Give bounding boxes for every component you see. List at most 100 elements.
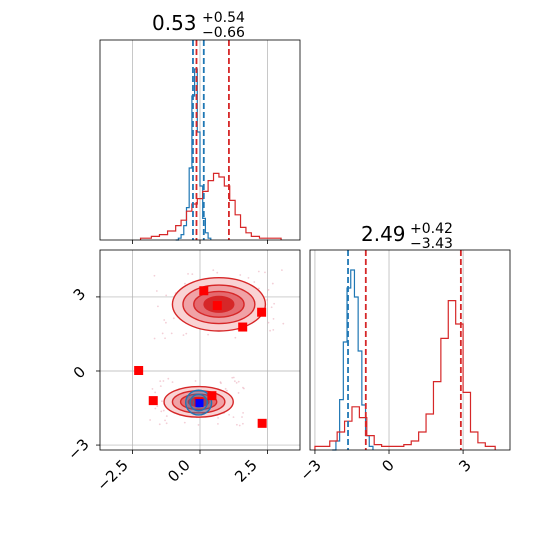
joint-sample-point — [165, 294, 168, 297]
joint-frame — [99, 249, 301, 451]
hist-y-series-1 — [314, 300, 496, 450]
red-marker-0 — [199, 286, 209, 296]
joint-sample-point — [253, 281, 256, 283]
blue-contour-1 — [189, 393, 208, 412]
joint-sample-point — [235, 381, 238, 384]
joint-density-panel — [96, 249, 301, 454]
joint-sample-point — [194, 380, 197, 382]
hist-x-series-1 — [139, 172, 282, 240]
joint-sample-point — [238, 424, 241, 427]
joint-sample-point — [257, 287, 260, 290]
title-x-lower: −0.66 — [202, 25, 245, 41]
joint-sample-point — [235, 423, 238, 426]
joint-sample-point — [266, 299, 269, 301]
joint-sample-point — [159, 385, 162, 387]
joint-sample-point — [154, 391, 157, 394]
title-y-value: 2.49 — [361, 222, 406, 246]
joint-sample-point — [241, 422, 244, 425]
joint-sample-point — [257, 270, 260, 273]
joint-sample-point — [273, 302, 276, 305]
joint-sample-point — [157, 305, 159, 308]
joint-sample-point — [165, 422, 168, 425]
joint-sample-point — [224, 387, 227, 390]
joint-sample-point — [247, 276, 250, 279]
joint-sample-point — [228, 413, 230, 416]
joint-sample-point — [170, 332, 173, 335]
joint-sample-point — [232, 376, 235, 379]
joint-sample-point — [191, 273, 194, 275]
title-x-value: 0.53 — [152, 11, 197, 35]
joint-sample-point — [197, 424, 200, 426]
joint-sample-point — [184, 282, 186, 285]
joint-sample-point — [272, 317, 275, 320]
joint-sample-point — [237, 380, 240, 383]
joint-sample-point — [187, 272, 189, 275]
joint-sample-point — [267, 289, 270, 291]
blue-marker-0 — [195, 399, 204, 408]
joint-sample-point — [182, 334, 185, 336]
y-tick-label-3: 3 — [70, 285, 89, 304]
joint-sample-point — [269, 329, 271, 332]
joint-sample-point — [272, 328, 275, 331]
x-tick-label-0.0: 0.0 — [164, 456, 194, 486]
joint-sample-point — [183, 421, 186, 424]
joint-sample-point — [164, 337, 166, 340]
hist-x-frame — [99, 39, 301, 241]
joint-sample-point — [271, 282, 274, 285]
x-tick-label-2.5: 2.5 — [231, 456, 261, 486]
joint-sample-point — [237, 392, 240, 394]
joint-sample-point — [233, 380, 236, 383]
joint-sample-point — [217, 422, 219, 425]
red-marker-7 — [257, 418, 267, 428]
joint-sample-point — [243, 387, 245, 390]
joint-sample-point — [163, 319, 166, 321]
hist-y-tick-label-neg3: −3 — [296, 456, 324, 484]
joint-sample-point — [242, 411, 244, 414]
red-marker-4 — [134, 365, 144, 375]
joint-sample-point — [161, 332, 164, 335]
joint-sample-point — [226, 389, 228, 392]
joint-sample-point — [212, 269, 215, 272]
joint-sample-point — [162, 380, 165, 382]
joint-sample-point — [234, 336, 237, 339]
joint-sample-point — [155, 290, 158, 292]
joint-sample-point — [219, 381, 222, 384]
joint-sample-point — [151, 388, 154, 390]
joint-sample-point — [154, 407, 157, 410]
histogram-panel-x — [99, 39, 301, 244]
joint-sample-point — [161, 400, 163, 403]
joint-sample-point — [153, 274, 156, 277]
joint-sample-point — [267, 321, 270, 324]
joint-sample-point — [172, 317, 175, 320]
joint-sample-point — [270, 306, 273, 309]
joint-sample-point — [159, 380, 162, 383]
joint-sample-point — [164, 419, 166, 422]
y-tick-label-neg3: −3 — [64, 435, 92, 463]
joint-sample-point — [160, 410, 163, 413]
histogram-panel-y — [309, 249, 511, 454]
red-marker-5 — [148, 396, 158, 406]
x-tick-label-neg2.5: −2.5 — [93, 456, 131, 494]
hist-x-series-0 — [175, 68, 212, 241]
joint-sample-point — [171, 381, 174, 384]
joint-sample-point — [231, 376, 234, 379]
joint-sample-point — [241, 416, 243, 418]
joint-sample-point — [207, 333, 209, 336]
title-y-lower: −3.43 — [410, 236, 453, 252]
joint-sample-point — [239, 274, 242, 276]
joint-sample-point — [282, 322, 285, 325]
joint-sample-point — [281, 269, 283, 272]
joint-sample-point — [216, 271, 219, 274]
joint-sample-point — [165, 321, 167, 324]
red-marker-3 — [238, 322, 248, 332]
joint-sample-point — [232, 416, 235, 419]
joint-sample-point — [158, 423, 161, 426]
joint-sample-point — [149, 419, 152, 421]
joint-sample-point — [156, 405, 159, 408]
joint-sample-point — [217, 416, 219, 419]
joint-sample-point — [153, 337, 156, 340]
red-marker-6 — [207, 391, 217, 401]
red-marker-1 — [212, 301, 222, 311]
title-x-upper: +0.54 — [202, 10, 245, 26]
